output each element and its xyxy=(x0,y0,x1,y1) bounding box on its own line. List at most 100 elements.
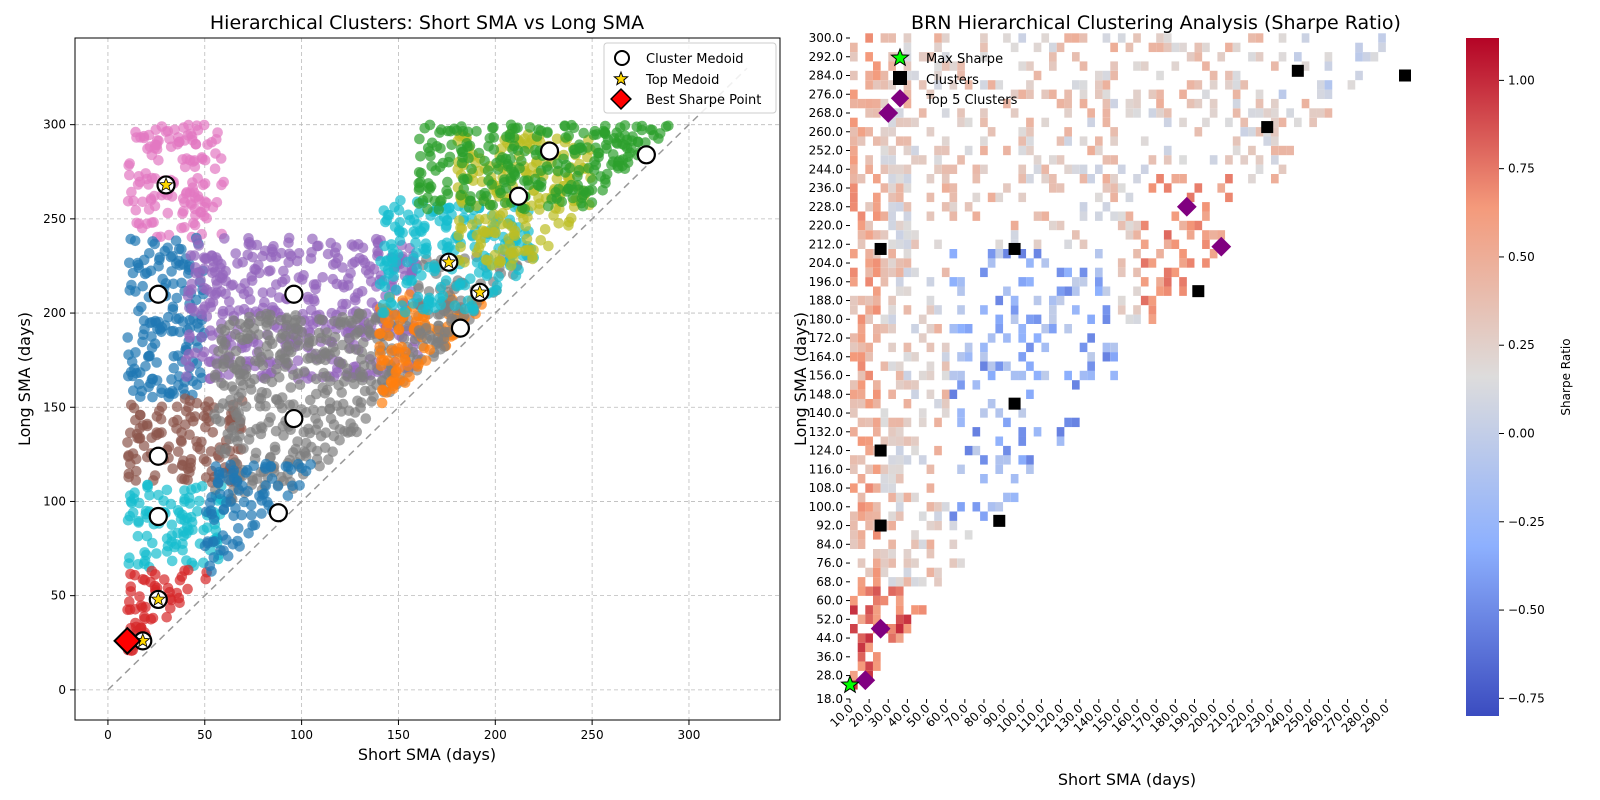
scatter-point xyxy=(227,279,239,291)
cluster-medoid xyxy=(148,284,168,304)
heatmap-cell xyxy=(895,464,904,474)
scatter-point xyxy=(294,379,306,391)
heatmap-cell xyxy=(903,80,912,90)
scatter-point xyxy=(230,329,241,340)
scatter-point xyxy=(424,146,435,157)
heatmap-cell xyxy=(1324,61,1333,71)
heatmap-cell xyxy=(850,52,858,62)
heatmap-cell xyxy=(1087,352,1095,362)
heatmap-cell xyxy=(903,624,912,634)
heatmap-cell xyxy=(857,211,866,221)
scatter-point xyxy=(147,537,158,549)
scatter-point xyxy=(660,121,672,132)
cluster-medoid xyxy=(284,284,304,304)
heatmap-cell xyxy=(1240,117,1249,128)
heatmap-cell xyxy=(911,380,919,390)
scatter-point xyxy=(438,211,450,223)
heatmap-cell xyxy=(1102,155,1111,165)
heatmap-cell xyxy=(873,417,881,428)
heatmap-cell xyxy=(1003,333,1011,343)
legend-top5-clusters: Top 5 Clusters xyxy=(925,93,1018,108)
scatter-point xyxy=(387,300,398,311)
scatter-point xyxy=(281,314,292,325)
heatmap-cell xyxy=(1026,389,1034,399)
cluster-square xyxy=(1399,69,1411,82)
scatter-point xyxy=(166,519,178,531)
heatmap-cell xyxy=(911,605,919,615)
scatter-point xyxy=(349,407,361,418)
scatter-point xyxy=(168,362,180,374)
heatmap-cell xyxy=(1156,286,1164,296)
heatmap-cell xyxy=(1064,33,1072,43)
heatmap-y-tick-label: 92.0 xyxy=(816,519,843,533)
scatter-point xyxy=(158,495,169,507)
heatmap-cell xyxy=(1049,52,1057,62)
heatmap-cell xyxy=(1079,370,1088,381)
heatmap-cell xyxy=(1026,342,1034,353)
heatmap-cell xyxy=(895,117,904,128)
scatter-point xyxy=(150,569,161,580)
heatmap-cell xyxy=(1072,277,1080,287)
heatmap-cell xyxy=(1263,108,1272,118)
heatmap-cell xyxy=(1056,220,1065,231)
scatter-point xyxy=(576,192,588,204)
scatter-point xyxy=(298,270,309,281)
heatmap-cell xyxy=(918,314,927,324)
heatmap-cell xyxy=(926,295,935,306)
scatter-point xyxy=(163,311,174,323)
scatter-point xyxy=(305,253,317,264)
scatter-point xyxy=(136,301,147,313)
scatter-point xyxy=(204,497,216,509)
heatmap-cell xyxy=(880,595,889,606)
scatter-point xyxy=(653,133,664,144)
heatmap-cell xyxy=(880,549,889,559)
scatter-point xyxy=(313,240,324,252)
heatmap-cell xyxy=(903,436,912,446)
heatmap-cell xyxy=(1041,174,1050,184)
scatter-point xyxy=(422,203,433,215)
heatmap-cell xyxy=(1171,61,1180,71)
heatmap-cell xyxy=(1041,117,1050,128)
heatmap-cell xyxy=(1102,183,1111,193)
scatter-point xyxy=(487,219,499,230)
scatter-point xyxy=(535,235,547,246)
scatter-point xyxy=(383,317,395,329)
scatter-point xyxy=(499,177,510,188)
heatmap-cell xyxy=(949,511,958,521)
scatter-point xyxy=(235,318,246,330)
scatter-point xyxy=(143,129,155,141)
scatter-point xyxy=(137,602,148,613)
scatter-point xyxy=(543,200,554,212)
scatter-point xyxy=(406,274,418,286)
heatmap-cell xyxy=(1202,239,1210,249)
heatmap-cell xyxy=(880,127,889,137)
heatmap-cell xyxy=(934,155,942,165)
heatmap-cell xyxy=(850,530,858,540)
heatmap-cell xyxy=(949,277,958,287)
heatmap-cell xyxy=(957,502,965,512)
scatter-point xyxy=(124,604,136,615)
heatmap-cell xyxy=(918,511,927,521)
heatmap-cell xyxy=(1072,33,1080,43)
heatmap-cell xyxy=(857,230,866,240)
scatter-legend-box xyxy=(603,42,777,114)
heatmap-cell xyxy=(850,464,858,474)
heatmap-cell xyxy=(1232,42,1241,53)
heatmap-cell xyxy=(1125,192,1134,203)
heatmap-cell xyxy=(934,567,942,578)
heatmap-cell xyxy=(980,33,988,43)
scatter-point xyxy=(246,499,257,511)
heatmap-cell xyxy=(1194,52,1203,62)
heatmap-cell xyxy=(865,220,873,231)
heatmap-cell xyxy=(1010,230,1019,240)
heatmap-cell xyxy=(880,267,889,278)
max-sharpe-star xyxy=(840,674,860,694)
scatter-point xyxy=(310,373,322,385)
heatmap-cell xyxy=(857,314,866,324)
heatmap-cell xyxy=(895,164,904,174)
scatter-point xyxy=(464,195,476,207)
scatter-point xyxy=(167,463,178,475)
heatmap-cell xyxy=(888,492,896,503)
heatmap-cell xyxy=(1064,89,1072,99)
heatmap-cell xyxy=(926,520,935,531)
